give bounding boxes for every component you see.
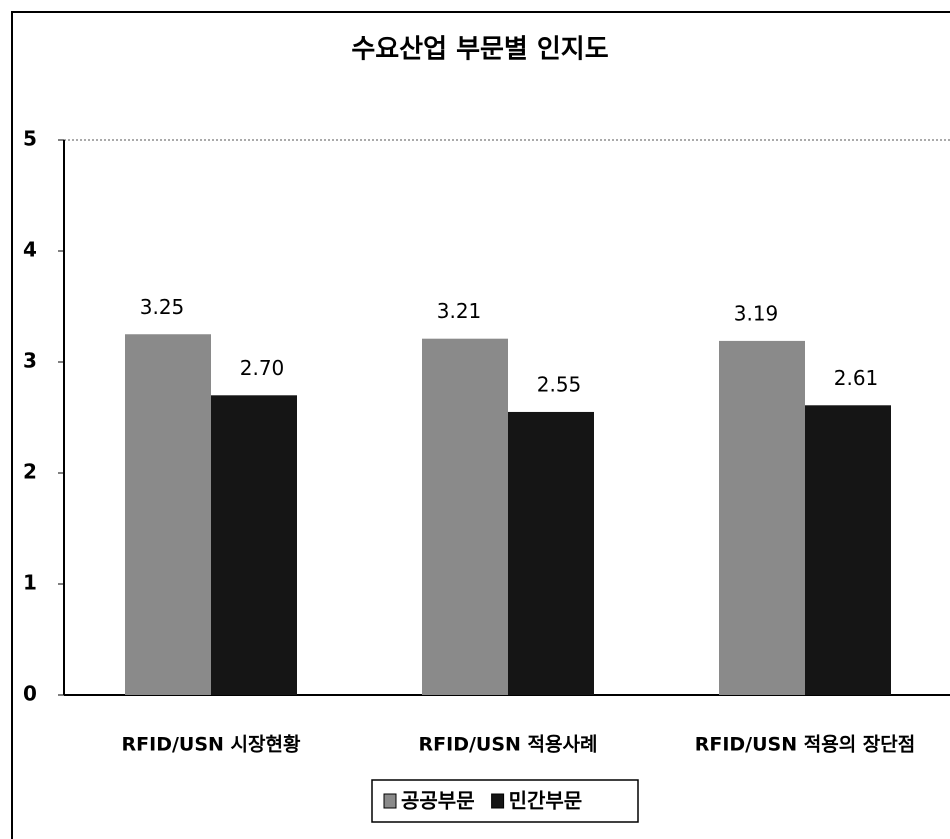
- y-tick-label: 5: [23, 127, 37, 151]
- legend-marker: [491, 793, 505, 809]
- x-tick-label: RFID/USN 적용의 장단점: [695, 734, 916, 756]
- value-label: 3.25: [140, 295, 185, 319]
- y-tick-label: 3: [23, 349, 37, 373]
- y-tick-label: 0: [23, 682, 37, 706]
- legend-marker: [383, 793, 397, 809]
- y-tick-label: 1: [23, 571, 37, 595]
- chart-title: 수요산업 부문별 인지도: [351, 35, 608, 65]
- value-label: 3.21: [437, 299, 482, 323]
- bar: [211, 395, 297, 695]
- x-tick-label: RFID/USN 적용사례: [419, 734, 598, 756]
- bar: [422, 338, 508, 695]
- value-label: 3.19: [734, 301, 779, 325]
- legend-label: 민간부문: [509, 789, 583, 813]
- value-label: 2.61: [834, 366, 879, 390]
- x-tick-label: RFID/USN 시장현황: [122, 733, 301, 756]
- legend-label: 공공부문: [401, 789, 475, 813]
- bar: [805, 405, 891, 695]
- value-label: 2.70: [240, 356, 285, 380]
- bar: [719, 340, 805, 695]
- bar: [508, 411, 594, 695]
- bar: [125, 334, 211, 695]
- value-label: 2.55: [537, 372, 582, 396]
- legend-box: [371, 779, 639, 823]
- y-tick-label: 4: [23, 238, 37, 262]
- y-tick-label: 2: [23, 460, 37, 484]
